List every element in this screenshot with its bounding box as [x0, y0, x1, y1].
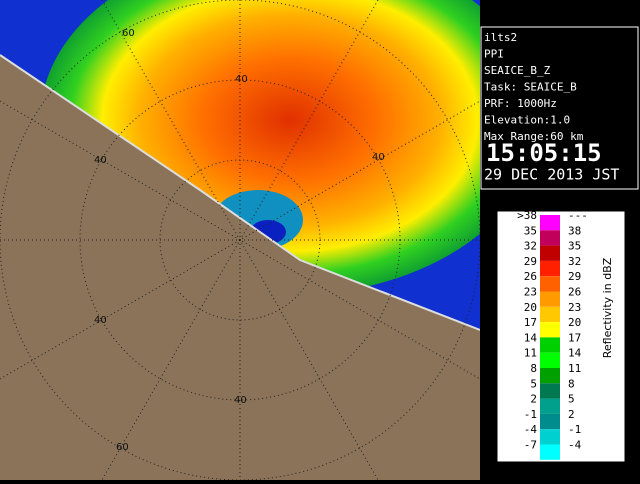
legend-low: 32 — [524, 240, 537, 253]
legend-high: 17 — [568, 331, 581, 344]
legend-swatch — [540, 352, 560, 368]
legend-swatch — [540, 276, 560, 292]
legend-low: 14 — [524, 331, 538, 344]
legend-high: 35 — [568, 240, 581, 253]
range-label: 40 — [372, 152, 385, 163]
info-panel — [480, 26, 639, 190]
legend-high: 14 — [568, 347, 582, 360]
legend-swatch — [540, 260, 560, 277]
info-line: Elevation:1.0 — [484, 114, 570, 127]
legend-low: 8 — [530, 362, 537, 375]
legend-high: 29 — [568, 270, 581, 283]
range-label: 40 — [94, 315, 107, 326]
legend-high: 20 — [568, 316, 581, 329]
legend-high: -1 — [568, 423, 581, 436]
legend-low: -7 — [524, 439, 537, 452]
legend-swatch — [540, 215, 560, 231]
info-line: PRF: 1000Hz — [484, 97, 557, 110]
range-label: 40 — [235, 74, 248, 85]
legend-high: 5 — [568, 393, 575, 406]
legend-low: -4 — [524, 423, 538, 436]
legend-title: Reflectivity in dBZ — [601, 257, 614, 358]
map: 60 40 40 40 40 40 60 — [0, 0, 480, 480]
info-line: SEAICE_B_Z — [484, 64, 551, 77]
legend-low: -1 — [524, 408, 537, 421]
legend-low: 29 — [524, 255, 537, 268]
land — [0, 55, 480, 480]
range-label: 40 — [94, 155, 107, 166]
legend-swatch — [540, 429, 560, 445]
legend-high: -4 — [568, 439, 582, 452]
legend-swatch — [540, 368, 560, 384]
legend-high: 38 — [568, 224, 581, 237]
legend-swatch — [540, 291, 560, 307]
legend-high: 26 — [568, 286, 581, 299]
info-line: Task: SEAICE_B — [484, 81, 577, 94]
legend-swatch — [540, 322, 560, 338]
legend-swatch — [540, 245, 560, 261]
info-line: ilts2 — [484, 31, 517, 44]
legend-swatch — [540, 306, 560, 323]
info-line: PPI — [484, 48, 504, 61]
time: 15:05:15 — [486, 139, 602, 167]
legend-low: 26 — [524, 270, 537, 283]
legend-low: 17 — [524, 316, 537, 329]
legend-high: 8 — [568, 377, 575, 390]
legend-low: 23 — [524, 286, 537, 299]
range-rings — [0, 0, 480, 480]
legend-low: >38 — [517, 209, 537, 222]
legend-low: 2 — [530, 393, 537, 406]
legend-low: 20 — [524, 301, 537, 314]
legend-swatch — [540, 337, 560, 353]
legend-high: --- — [568, 209, 588, 222]
legend — [496, 210, 626, 463]
range-label: 60 — [122, 28, 135, 39]
legend-high: 32 — [568, 255, 581, 268]
range-label: 60 — [116, 442, 129, 453]
legend-low: 35 — [524, 224, 537, 237]
date: 29 DEC 2013 JST — [484, 166, 619, 184]
legend-swatch — [540, 413, 560, 430]
legend-high: 2 — [568, 408, 575, 421]
range-label: 40 — [234, 395, 247, 406]
legend-low: 5 — [530, 377, 537, 390]
legend-swatch — [540, 383, 560, 399]
legend-high: 11 — [568, 362, 581, 375]
legend-high: 23 — [568, 301, 581, 314]
legend-swatch — [540, 444, 560, 460]
legend-swatch — [540, 230, 560, 246]
legend-swatch — [540, 398, 560, 414]
legend-low: 11 — [524, 347, 537, 360]
info-line: Max Range:60 km — [484, 130, 584, 143]
